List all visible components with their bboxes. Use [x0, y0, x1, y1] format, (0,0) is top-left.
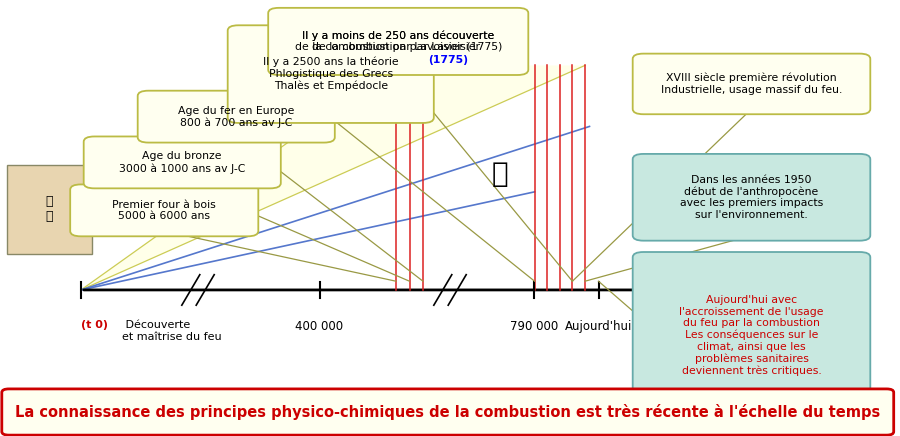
Text: Il y a 2500 ans la théorie
Phlogistique des Grecs
Thalès et Empédocle: Il y a 2500 ans la théorie Phlogistique … — [263, 57, 399, 91]
FancyBboxPatch shape — [633, 54, 870, 114]
FancyBboxPatch shape — [633, 252, 870, 419]
Text: Aujourd'hui: Aujourd'hui — [565, 320, 632, 334]
Text: 🔥
🧍: 🔥 🧍 — [46, 195, 53, 223]
FancyBboxPatch shape — [138, 91, 335, 143]
Text: Age du bronze
3000 à 1000 ans av J-C: Age du bronze 3000 à 1000 ans av J-C — [119, 151, 246, 174]
Text: Premier four à bois
5000 à 6000 ans: Premier four à bois 5000 à 6000 ans — [112, 200, 216, 221]
Polygon shape — [81, 65, 585, 290]
FancyBboxPatch shape — [84, 136, 281, 188]
FancyBboxPatch shape — [2, 389, 894, 435]
Text: Dans les années 1950
début de l'anthropocène
avec les premiers impacts
sur l'env: Dans les années 1950 début de l'anthropo… — [680, 174, 824, 220]
Text: 400 000: 400 000 — [295, 320, 344, 334]
FancyBboxPatch shape — [228, 25, 434, 123]
Text: Découverte
et maîtrise du feu: Découverte et maîtrise du feu — [122, 320, 222, 342]
FancyBboxPatch shape — [7, 165, 92, 254]
Text: XVIII siècle première révolution
Industrielle, usage massif du feu.: XVIII siècle première révolution Industr… — [661, 73, 842, 95]
FancyBboxPatch shape — [633, 154, 870, 241]
Text: (t): (t) — [632, 301, 646, 314]
Text: Il y a moins de 250 ans découverte
de la combustion par Lavoisier (1775): Il y a moins de 250 ans découverte de la… — [294, 31, 502, 52]
Text: 🔥: 🔥 — [491, 160, 508, 188]
Text: (t 0): (t 0) — [81, 320, 108, 330]
Text: Age du fer en Europe
800 à 700 ans av J-C: Age du fer en Europe 800 à 700 ans av J-… — [178, 106, 294, 128]
FancyBboxPatch shape — [268, 8, 528, 75]
FancyBboxPatch shape — [70, 184, 258, 236]
Text: Il y a moins de 250 ans découverte
de la combustion par Lavoisier: Il y a moins de 250 ans découverte de la… — [302, 31, 494, 52]
Text: 790 000: 790 000 — [509, 320, 558, 334]
Text: (1775): (1775) — [428, 54, 468, 65]
Text: La connaissance des principes physico-chimiques de la combustion est très récent: La connaissance des principes physico-ch… — [15, 404, 880, 420]
Text: Aujourd'hui avec
l'accroissement de l'usage
du feu par la combustion
Les conséqu: Aujourd'hui avec l'accroissement de l'us… — [680, 295, 824, 376]
